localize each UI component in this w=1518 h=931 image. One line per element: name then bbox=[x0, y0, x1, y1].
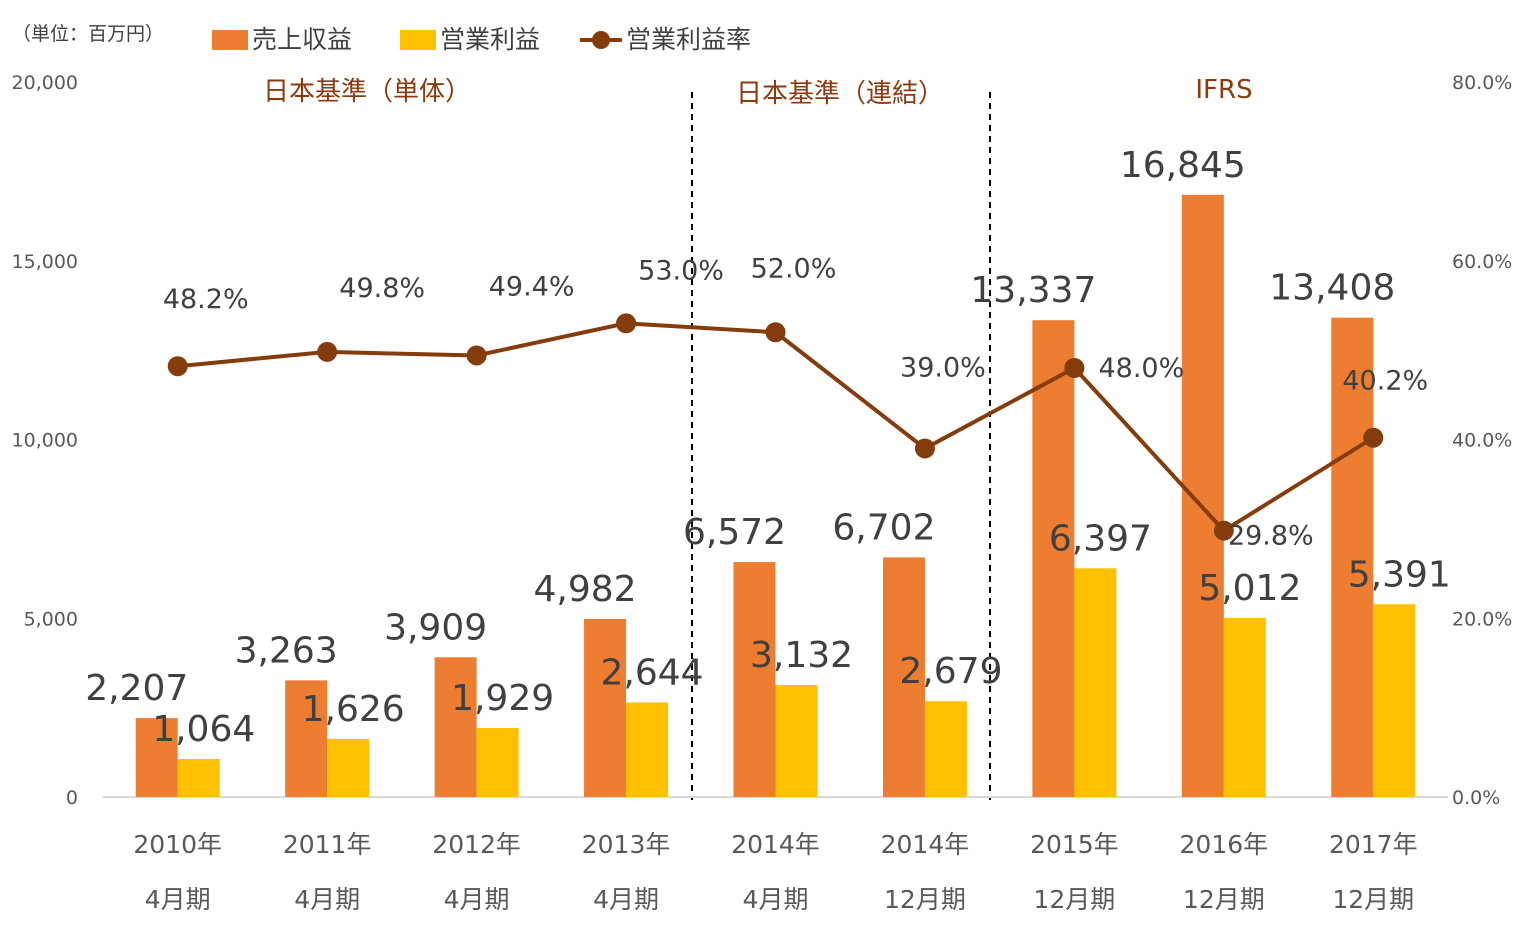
bar-operating-profit bbox=[1373, 604, 1416, 797]
x-tick-label-year: 2014年 bbox=[881, 830, 970, 859]
section-label-japan-consolidated: 日本基準（連結） bbox=[736, 79, 944, 109]
bar-revenue bbox=[1181, 194, 1224, 797]
bar-revenue bbox=[135, 718, 178, 797]
bar-label-revenue: 3,263 bbox=[235, 630, 338, 671]
y-left-tick-label: 20,000 bbox=[12, 72, 78, 94]
bar-operating-profit bbox=[1223, 617, 1266, 797]
bar-label-operating-profit: 5,391 bbox=[1348, 554, 1451, 595]
bar-operating-profit bbox=[626, 702, 669, 797]
bar-label-operating-profit: 2,679 bbox=[899, 651, 1002, 692]
marker-operating-margin bbox=[1363, 427, 1384, 448]
bar-label-revenue: 6,572 bbox=[683, 512, 786, 553]
line-label-operating-margin: 49.4% bbox=[489, 271, 575, 302]
x-tick-label-year: 2014年 bbox=[731, 830, 820, 859]
bar-label-operating-profit: 6,397 bbox=[1049, 518, 1152, 559]
line-label-operating-margin: 40.2% bbox=[1342, 366, 1428, 397]
x-tick-label-year: 2013年 bbox=[582, 830, 671, 859]
bar-revenue bbox=[1032, 320, 1075, 797]
legend-marker-margin bbox=[592, 31, 610, 49]
y-left-tick-label: 0 bbox=[66, 787, 78, 809]
x-tick-label-period: 12月期 bbox=[1033, 885, 1115, 914]
line-label-operating-margin: 53.0% bbox=[638, 255, 724, 286]
marker-operating-margin bbox=[914, 438, 935, 459]
bar-operating-profit bbox=[327, 738, 370, 797]
marker-operating-margin bbox=[616, 313, 637, 334]
bar-revenue bbox=[882, 557, 925, 797]
bar-label-revenue: 13,408 bbox=[1269, 268, 1395, 309]
bar-label-operating-profit: 1,929 bbox=[451, 678, 554, 719]
legend-label-margin: 営業利益率 bbox=[626, 25, 751, 54]
bar-label-revenue: 13,337 bbox=[970, 270, 1096, 311]
bar-label-operating-profit: 5,012 bbox=[1198, 568, 1301, 609]
y-right-tick-label: 0.0% bbox=[1452, 787, 1500, 809]
legend-swatch-profit bbox=[400, 30, 436, 50]
section-label-ifrs: IFRS bbox=[1195, 75, 1252, 105]
x-tick-label-period: 4月期 bbox=[294, 885, 360, 914]
bar-operating-profit bbox=[177, 758, 220, 797]
x-tick-label-year: 2010年 bbox=[133, 830, 222, 859]
marker-operating-margin bbox=[1213, 520, 1234, 541]
bar-revenue bbox=[434, 657, 477, 797]
x-tick-label-period: 4月期 bbox=[145, 885, 211, 914]
bar-label-revenue: 2,207 bbox=[85, 668, 188, 709]
y-right-tick-label: 20.0% bbox=[1452, 608, 1512, 630]
x-tick-label-year: 2015年 bbox=[1030, 830, 1119, 859]
bar-operating-profit bbox=[924, 701, 967, 797]
x-tick-label-year: 2011年 bbox=[283, 830, 372, 859]
y-left-tick-label: 5,000 bbox=[24, 608, 78, 630]
bar-label-revenue: 16,845 bbox=[1120, 145, 1246, 186]
bar-operating-profit bbox=[775, 685, 818, 797]
marker-operating-margin bbox=[765, 322, 786, 343]
bar-revenue bbox=[733, 562, 776, 797]
legend-label-profit: 営業利益 bbox=[440, 25, 540, 54]
marker-operating-margin bbox=[466, 345, 487, 366]
x-tick-label-period: 4月期 bbox=[593, 885, 659, 914]
line-label-operating-margin: 48.0% bbox=[1098, 353, 1184, 384]
line-label-operating-margin: 29.8% bbox=[1228, 521, 1314, 552]
marker-operating-margin bbox=[167, 356, 188, 377]
bar-label-operating-profit: 1,626 bbox=[302, 689, 405, 730]
legend: 売上収益 営業利益 営業利益率 bbox=[212, 25, 751, 54]
y-right-tick-label: 60.0% bbox=[1452, 251, 1512, 273]
x-tick-label-period: 4月期 bbox=[444, 885, 510, 914]
unit-label: （単位：百万円） bbox=[12, 23, 164, 45]
x-tick-label-year: 2016年 bbox=[1180, 830, 1269, 859]
x-tick-label-year: 2017年 bbox=[1329, 830, 1418, 859]
y-left-tick-label: 15,000 bbox=[12, 251, 78, 273]
legend-label-revenue: 売上収益 bbox=[252, 25, 352, 54]
marker-operating-margin bbox=[317, 341, 338, 362]
y-right-tick-label: 80.0% bbox=[1452, 72, 1512, 94]
bar-label-revenue: 4,982 bbox=[534, 569, 637, 610]
x-tick-label-period: 12月期 bbox=[1332, 885, 1414, 914]
y-left-tick-label: 10,000 bbox=[12, 430, 78, 452]
x-tick-label-year: 2012年 bbox=[432, 830, 521, 859]
marker-operating-margin bbox=[1064, 358, 1085, 378]
line-label-operating-margin: 48.2% bbox=[163, 284, 249, 315]
x-tick-label-period: 12月期 bbox=[1183, 885, 1265, 914]
bar-label-operating-profit: 1,064 bbox=[152, 709, 255, 750]
bar-label-revenue: 6,702 bbox=[832, 507, 935, 548]
line-label-operating-margin: 49.8% bbox=[339, 273, 425, 304]
bar-revenue bbox=[1331, 317, 1374, 797]
bar-label-operating-profit: 2,644 bbox=[601, 652, 704, 693]
line-label-operating-margin: 39.0% bbox=[900, 352, 986, 383]
bar-revenue bbox=[285, 680, 328, 797]
x-tick-label-period: 4月期 bbox=[743, 885, 809, 914]
y-right-tick-label: 40.0% bbox=[1452, 430, 1512, 452]
legend-swatch-revenue bbox=[212, 30, 248, 50]
x-tick-label-period: 12月期 bbox=[884, 885, 966, 914]
bar-operating-profit bbox=[476, 728, 519, 797]
section-label-japan-standalone: 日本基準（単体） bbox=[263, 77, 471, 107]
bar-operating-profit bbox=[1074, 568, 1117, 797]
bar-label-operating-profit: 3,132 bbox=[750, 635, 853, 676]
bar-label-revenue: 3,909 bbox=[384, 607, 487, 648]
line-label-operating-margin: 52.0% bbox=[751, 253, 837, 284]
bar-revenue bbox=[584, 618, 627, 797]
